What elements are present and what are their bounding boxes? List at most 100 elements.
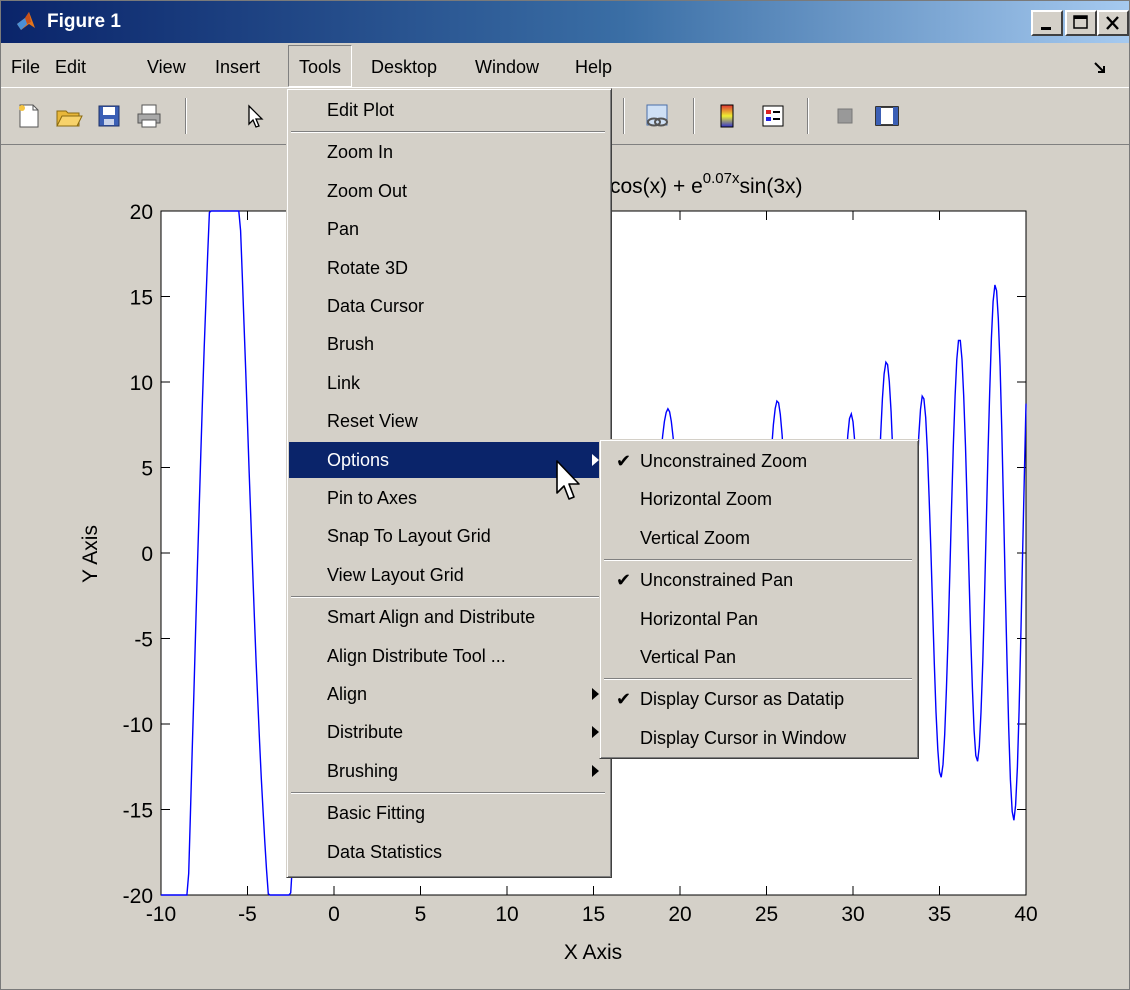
minimize-button[interactable] — [1031, 10, 1063, 36]
tools-menu-item-data-statistics[interactable]: Data Statistics — [289, 834, 609, 870]
menu-bar: File Edit View Insert Tools Desktop Wind… — [1, 45, 1129, 87]
menu-item-label: Pin to Axes — [327, 488, 418, 508]
tools-menu-item-distribute[interactable]: Distribute — [289, 714, 609, 750]
tools-menu-item-zoom-out[interactable]: Zoom Out — [289, 173, 609, 209]
edit-plot-arrow-icon[interactable] — [241, 102, 269, 130]
tools-menu-item-reset-view[interactable]: Reset View — [289, 403, 609, 439]
x-tick-label: -10 — [146, 903, 176, 926]
tools-menu-item-pan[interactable]: Pan — [289, 211, 609, 247]
options-submenu: ✔ Unconstrained Zoom Horizontal Zoom Vertic… — [599, 439, 919, 759]
tools-menu-item-link[interactable]: Link — [289, 365, 609, 401]
options-item-display-cursor-in-window[interactable]: Display Cursor in Window — [602, 720, 916, 756]
dock-arrow-icon[interactable] — [1093, 61, 1107, 75]
menu-item-label: Snap To Layout Grid — [327, 526, 491, 547]
title-bar[interactable]: Figure 1 — [1, 1, 1129, 43]
checkmark-icon: ✔ — [616, 570, 632, 591]
menu-separator — [604, 678, 912, 681]
menu-window[interactable]: Window — [475, 57, 540, 77]
plot-title-base: cos(x) + e — [610, 175, 703, 198]
options-item-horizontal-pan[interactable]: Horizontal Pan — [602, 601, 916, 637]
menu-item-label: Zoom Out — [327, 180, 408, 201]
link-plot-icon[interactable] — [643, 102, 671, 130]
tools-menu-item-align-distribute-tool[interactable]: Align Distribute Tool ... — [289, 638, 609, 674]
options-item-unconstrained-pan[interactable]: ✔ Unconstrained Pan — [602, 562, 916, 598]
menu-item-label: Reset View — [327, 411, 418, 432]
mouse-pointer-icon — [556, 460, 580, 500]
maximize-icon — [1073, 15, 1088, 29]
menu-separator — [291, 596, 605, 599]
toolbar-separator — [623, 98, 625, 134]
menu-item-label: Data Cursor — [327, 296, 425, 316]
y-axis-label: Y Axis — [79, 525, 102, 583]
menu-desktop[interactable]: Desktop — [371, 57, 438, 77]
menu-view[interactable]: View — [147, 57, 186, 77]
menu-separator — [604, 559, 912, 562]
options-item-display-cursor-as-datatip[interactable]: ✔ Display Cursor as Datatip — [602, 681, 916, 717]
tools-menu-item-brush[interactable]: Brush — [289, 326, 609, 362]
menu-item-label: View Layout Grid — [327, 564, 464, 585]
tools-menu-item-smart-align-and-distribute[interactable]: Smart Align and Distribute — [289, 599, 609, 635]
x-tick-label: 25 — [755, 903, 778, 926]
menu-item-label: Align Distribute Tool ... — [327, 645, 506, 666]
menu-item-label: Link — [327, 372, 361, 393]
new-figure-icon[interactable] — [15, 102, 43, 130]
menu-item-label: Horizontal Pan — [640, 608, 759, 629]
close-button[interactable] — [1097, 10, 1129, 36]
menu-item-label: Data Statistics — [327, 841, 443, 862]
tools-menu-item-rotate-3d[interactable]: Rotate 3D — [289, 250, 609, 286]
menu-item-label: Unconstrained Zoom — [640, 451, 808, 471]
submenu-arrow-icon — [592, 764, 599, 777]
plot-title-exponent: 0.07x — [703, 170, 740, 187]
checkmark-icon: ✔ — [616, 451, 632, 471]
menu-item-label: Options — [327, 449, 390, 470]
colorbar-icon[interactable] — [713, 102, 741, 130]
x-tick-label: 0 — [328, 903, 340, 926]
menu-item-label: Brush — [327, 334, 375, 355]
tools-menu-item-basic-fitting[interactable]: Basic Fitting — [289, 795, 609, 831]
tools-menu-item-pin-to-axes[interactable]: Pin to Axes — [289, 480, 609, 516]
print-icon[interactable] — [135, 102, 163, 130]
tools-menu-item-edit-plot[interactable]: Edit Plot — [289, 92, 609, 128]
menu-item-label: Smart Align and Distribute — [327, 607, 536, 628]
show-plot-tools-icon[interactable] — [873, 102, 901, 130]
toolbar-separator — [693, 98, 695, 134]
tools-menu-item-options[interactable]: Options — [289, 441, 609, 478]
y-tick-label: -15 — [123, 800, 153, 823]
x-tick-label: 10 — [495, 903, 518, 926]
menu-item-label: Align — [327, 684, 368, 704]
x-axis-label: X Axis — [564, 941, 622, 964]
save-icon[interactable] — [95, 102, 123, 130]
options-item-unconstrained-zoom[interactable]: ✔ Unconstrained Zoom — [602, 443, 916, 479]
minimize-icon — [1041, 27, 1051, 30]
menu-file[interactable]: File — [11, 57, 41, 77]
y-tick-label: -20 — [123, 885, 153, 908]
checkmark-icon: ✔ — [616, 689, 632, 710]
legend-icon[interactable] — [759, 102, 787, 130]
menu-help[interactable]: Help — [575, 57, 613, 77]
menu-item-label: Vertical Zoom — [640, 527, 751, 548]
options-item-vertical-pan[interactable]: Vertical Pan — [602, 639, 916, 675]
tools-menu-item-align[interactable]: Align — [289, 676, 609, 712]
open-file-icon[interactable] — [55, 102, 83, 130]
tools-menu-item-snap-to-layout-grid[interactable]: Snap To Layout Grid — [289, 518, 609, 554]
x-tick-label: 35 — [928, 903, 951, 926]
options-item-vertical-zoom[interactable]: Vertical Zoom — [602, 520, 916, 556]
toolbar-separator — [807, 98, 809, 134]
menu-item-label: Horizontal Zoom — [640, 489, 773, 510]
menu-tools[interactable]: Tools — [288, 45, 353, 87]
maximize-button[interactable] — [1065, 10, 1097, 36]
menu-separator — [291, 792, 605, 795]
tools-menu-item-brushing[interactable]: Brushing — [289, 753, 609, 789]
menu-edit[interactable]: Edit — [55, 57, 87, 77]
menu-insert[interactable]: Insert — [215, 57, 261, 77]
tools-menu-item-data-cursor[interactable]: Data Cursor — [289, 288, 609, 324]
tools-menu-item-view-layout-grid[interactable]: View Layout Grid — [289, 557, 609, 593]
menu-item-label: Display Cursor in Window — [640, 727, 847, 748]
submenu-arrow-icon — [592, 688, 599, 700]
hide-plot-tools-icon[interactable] — [831, 102, 859, 130]
tools-menu-item-zoom-in[interactable]: Zoom In — [289, 134, 609, 170]
menu-item-label: Basic Fitting — [327, 803, 426, 824]
x-tick-label: 30 — [841, 903, 864, 926]
options-item-horizontal-zoom[interactable]: Horizontal Zoom — [602, 481, 916, 517]
